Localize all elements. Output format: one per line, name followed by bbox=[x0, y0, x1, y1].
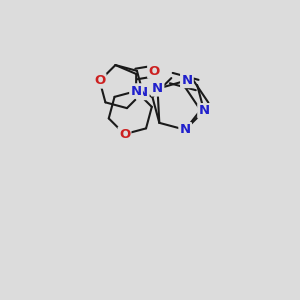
Text: N: N bbox=[137, 86, 148, 99]
Text: N: N bbox=[130, 85, 142, 98]
Text: N: N bbox=[199, 104, 210, 117]
Text: N: N bbox=[180, 123, 191, 136]
Text: O: O bbox=[94, 74, 105, 87]
Text: N: N bbox=[182, 74, 193, 87]
Text: O: O bbox=[119, 128, 130, 141]
Text: N: N bbox=[152, 82, 163, 95]
Text: O: O bbox=[148, 64, 160, 77]
